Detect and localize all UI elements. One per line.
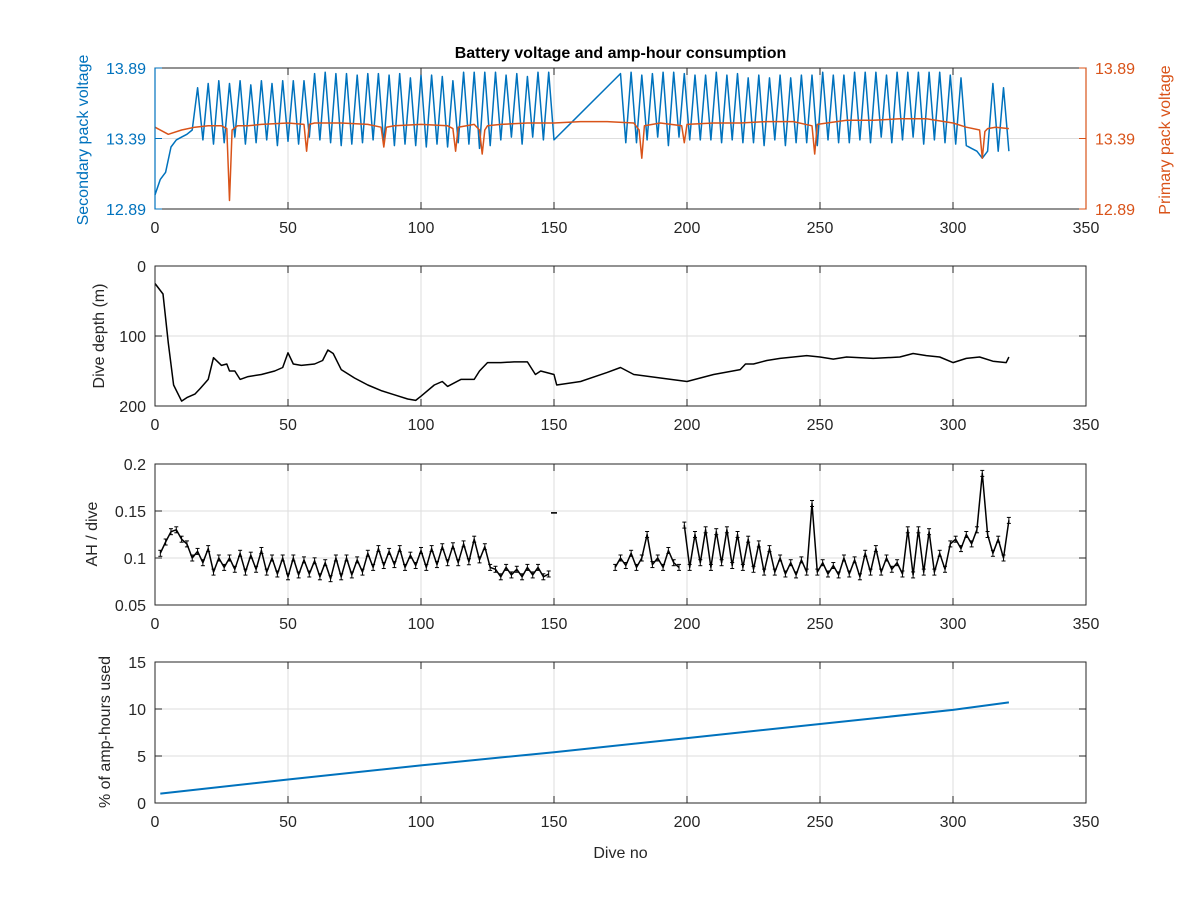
x-tick-label: 0: [151, 616, 160, 633]
x-tick-label: 200: [674, 814, 701, 831]
x-tick-label: 200: [674, 417, 701, 434]
x-tick-label: 200: [674, 616, 701, 633]
x-tick-label: 0: [151, 814, 160, 831]
y-tick-label: 0.05: [115, 598, 146, 615]
x-tick-label: 150: [541, 616, 568, 633]
x-tick-label: 50: [279, 417, 297, 434]
series-line: [159, 529, 550, 580]
x-tick-label: 200: [674, 220, 701, 237]
left-series-line: [154, 71, 1010, 196]
y-tick-label: 15: [128, 655, 146, 672]
series-line: [683, 472, 1010, 578]
y-tick-label: 0: [137, 796, 146, 813]
x-tick-label: 100: [408, 814, 435, 831]
amp-hours-axis-label: % of amp-hours used: [97, 656, 114, 808]
x-tick-label: 250: [807, 616, 834, 633]
y-tick-label: 0.15: [115, 504, 146, 521]
x-tick-label: 250: [807, 417, 834, 434]
x-tick-label: 50: [279, 814, 297, 831]
y-tick-label: 10: [128, 702, 146, 719]
series-line: [154, 283, 1010, 402]
right-y-tick-label: 13.39: [1095, 132, 1135, 149]
x-tick-label: 300: [940, 814, 967, 831]
y-tick-label: 13.89: [106, 61, 146, 78]
x-tick-label: 100: [408, 220, 435, 237]
x-tick-label: 0: [151, 220, 160, 237]
x-tick-label: 250: [807, 814, 834, 831]
y-tick-label: 0.2: [124, 457, 146, 474]
primary-voltage-axis-label: Primary pack voltage: [1157, 65, 1174, 214]
x-axis-label: Dive no: [593, 845, 647, 862]
right-y-tick-label: 13.89: [1095, 61, 1135, 78]
right-y-tick-label: 12.89: [1095, 202, 1135, 219]
x-tick-label: 150: [541, 814, 568, 831]
x-tick-label: 350: [1073, 616, 1100, 633]
x-tick-label: 350: [1073, 220, 1100, 237]
ah-per-dive-chart: AH / dive 0 50 100 150 200 250 300 350 0.05 0.1 0.…: [84, 457, 1099, 633]
series-line: [160, 701, 1010, 795]
y-tick-label: 0: [137, 259, 146, 276]
x-tick-label: 150: [541, 417, 568, 434]
x-tick-label: 150: [541, 220, 568, 237]
ah-axes-box: [154, 463, 1087, 606]
ah-axis-label: AH / dive: [84, 501, 101, 566]
y-tick-label: 13.39: [106, 132, 146, 149]
x-tick-label: 50: [279, 616, 297, 633]
x-tick-label: 100: [408, 417, 435, 434]
y-tick-label: 0.1: [124, 551, 146, 568]
x-tick-label: 300: [940, 220, 967, 237]
y-tick-label: 200: [119, 399, 146, 416]
x-tick-label: 50: [279, 220, 297, 237]
voltage-chart: Battery voltage and amp-hour consumption…: [75, 45, 1174, 237]
amp-hours-axes-box: [154, 661, 1087, 804]
x-tick-label: 350: [1073, 814, 1100, 831]
x-tick-label: 300: [940, 417, 967, 434]
secondary-voltage-axis-label: Secondary pack voltage: [75, 55, 92, 226]
x-tick-label: 0: [151, 417, 160, 434]
amp-hours-used-chart: % of amp-hours used Dive no 0 50 100 150 200…: [97, 655, 1099, 862]
right-series-line: [154, 118, 1009, 202]
y-tick-label: 12.89: [106, 202, 146, 219]
depth-axis-label: Dive depth (m): [91, 284, 108, 389]
x-tick-label: 100: [408, 616, 435, 633]
x-tick-label: 250: [807, 220, 834, 237]
chart-title: Battery voltage and amp-hour consumption: [455, 45, 787, 62]
depth-chart: Dive depth (m) 0 50 100 150 200 250 300 350 0 100…: [91, 259, 1099, 434]
x-tick-label: 300: [940, 616, 967, 633]
y-tick-label: 5: [137, 749, 146, 766]
y-tick-label: 100: [119, 329, 146, 346]
x-tick-label: 350: [1073, 417, 1100, 434]
